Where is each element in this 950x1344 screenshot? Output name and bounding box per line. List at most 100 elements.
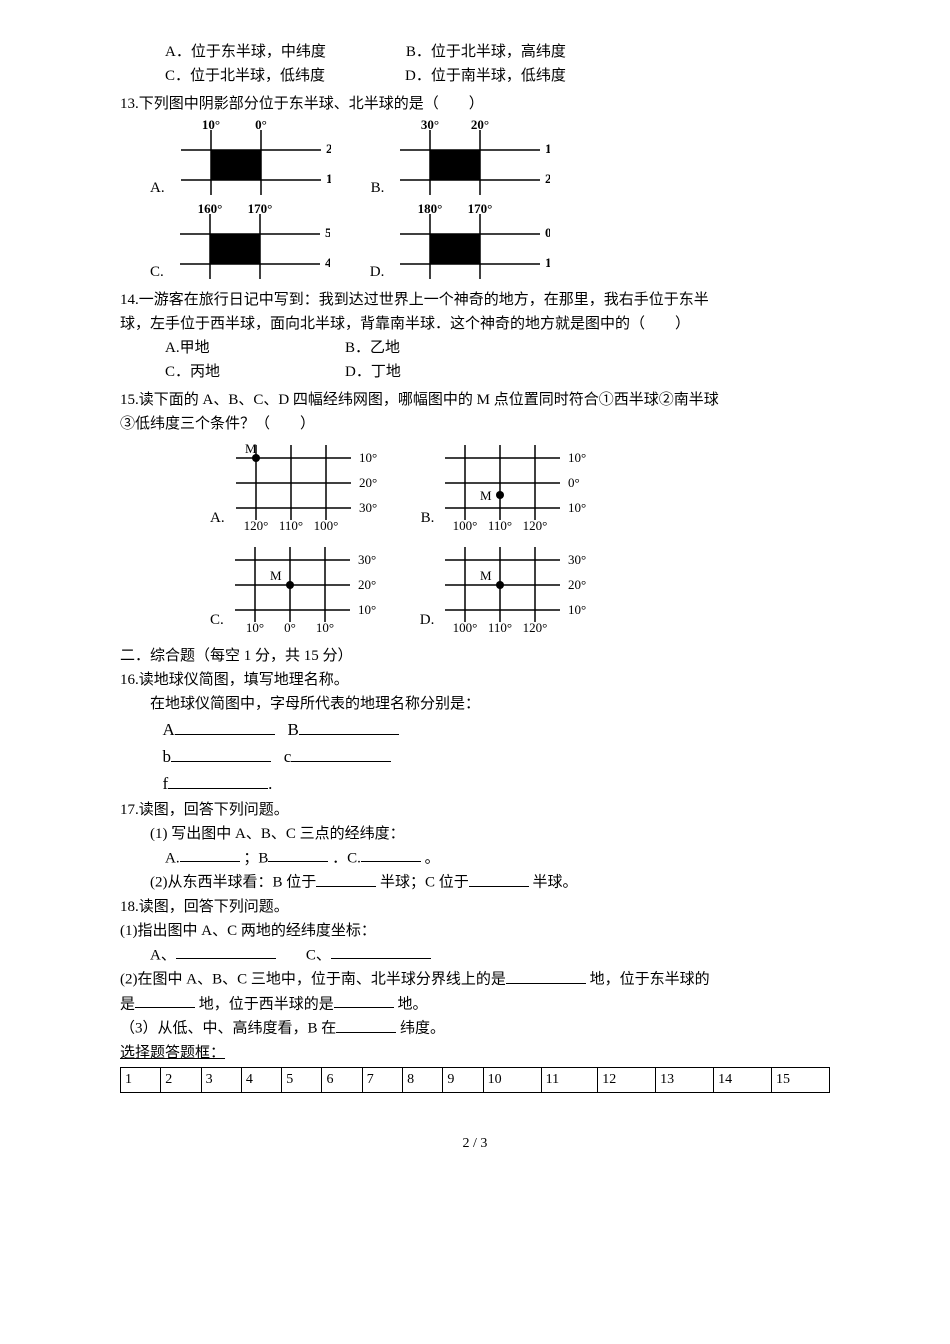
q15-line1: 15.读下面的 A、B、C、D 四幅经纬网图，哪幅图中的 M 点位置同时符合①西… — [120, 388, 830, 412]
svg-text:10°: 10° — [201, 120, 219, 132]
answer-col: 2 — [161, 1067, 201, 1092]
blank[interactable] — [336, 1016, 396, 1033]
answer-col: 12 — [598, 1067, 656, 1092]
svg-text:10°: 10° — [568, 602, 586, 617]
q12-options-row2: C．位于北半球，低纬度 D．位于南半球，低纬度 — [165, 64, 830, 88]
q15-row1: A. M 10° 20° 30° 120° 110° 100° B. — [210, 440, 830, 530]
answer-header-row: 1 2 3 4 5 6 7 8 9 10 11 12 13 14 15 — [121, 1067, 830, 1092]
blank[interactable] — [469, 870, 529, 887]
svg-text:M: M — [270, 568, 282, 583]
svg-text:180°: 180° — [418, 204, 443, 216]
svg-text:M: M — [245, 441, 257, 456]
blank[interactable] — [135, 992, 195, 1009]
answer-col: 5 — [282, 1067, 322, 1092]
svg-text:10°: 10° — [359, 450, 377, 465]
q17-p1-fill: A. ；B ．C. 。 — [165, 846, 830, 871]
q15-svg-a: M 10° 20° 30° 120° 110° 100° — [231, 440, 391, 530]
blank[interactable] — [331, 943, 431, 960]
svg-text:M: M — [480, 488, 492, 503]
blank[interactable] — [299, 716, 399, 735]
q15-row2: C. M 30° 20° 10° 10° 0° 10° D. — [210, 542, 830, 632]
q16-c: c — [284, 747, 292, 766]
q16-sub: 在地球仪简图中，字母所代表的地理名称分别是： — [150, 692, 830, 716]
answer-col: 3 — [201, 1067, 241, 1092]
q18-p1: (1)指出图中 A、C 两地的经纬度坐标： — [120, 919, 830, 943]
svg-text:10°: 10° — [545, 141, 550, 156]
svg-text:50°: 50° — [325, 225, 330, 240]
blank[interactable] — [316, 870, 376, 887]
q15-diagram-c: C. M 30° 20° 10° 10° 0° 10° — [210, 542, 390, 632]
q15-svg-d: M 30° 20° 10° 100° 110° 120° — [440, 542, 600, 632]
blank[interactable] — [175, 716, 275, 735]
q16-A: A — [163, 720, 175, 739]
q17-p1: (1) 写出图中 A、B、C 三点的经纬度： — [150, 822, 830, 846]
q17-p2: (2)从东西半球看：B 位于 半球；C 位于 半球。 — [150, 870, 830, 895]
answer-col: 1 — [121, 1067, 161, 1092]
blank[interactable] — [168, 771, 268, 790]
svg-text:10°: 10° — [568, 500, 586, 515]
blank[interactable] — [268, 846, 328, 863]
svg-text:10°: 10° — [545, 255, 550, 270]
q18-p2d: 地，位于西半球的是 — [199, 996, 334, 1012]
q13-diagram-b: B. 30° 20° 10° 20° — [371, 120, 551, 200]
q16-row2: b c — [163, 743, 831, 770]
blank[interactable] — [334, 992, 394, 1009]
svg-text:100°: 100° — [453, 518, 478, 530]
q18-a: A、 — [150, 947, 176, 963]
svg-text:10°: 10° — [316, 620, 334, 632]
svg-text:10°: 10° — [358, 602, 376, 617]
q16-row1: A B — [163, 716, 831, 743]
svg-text:120°: 120° — [523, 620, 548, 632]
q12-opt-a: A．位于东半球，中纬度 — [165, 40, 326, 64]
svg-text:20°: 20° — [568, 577, 586, 592]
svg-text:20°: 20° — [471, 120, 489, 132]
q17-b: ；B — [243, 850, 268, 866]
q13-svg-c: 160° 170° 50° 40° — [170, 204, 330, 284]
svg-text:0°: 0° — [545, 225, 550, 240]
q13-diagram-d: D. 180° 170° 0° 10° — [370, 204, 551, 284]
blank[interactable] — [506, 967, 586, 984]
q14-opt-c: C．丙地 — [165, 360, 285, 384]
blank[interactable] — [176, 943, 276, 960]
q15-label-c: C. — [210, 608, 224, 632]
q13-svg-d: 180° 170° 0° 10° — [390, 204, 550, 284]
q17-title: 17.读图，回答下列问题。 — [120, 798, 830, 822]
q16-b: b — [163, 747, 172, 766]
q17-p2a: (2)从东西半球看：B 位于 — [150, 875, 316, 891]
q13-row2: C. 160° 170° 50° 40° D. 180° 170° 0° 10° — [150, 204, 830, 284]
answer-col: 4 — [241, 1067, 281, 1092]
answer-col: 9 — [443, 1067, 483, 1092]
blank[interactable] — [171, 744, 271, 763]
answer-col: 7 — [362, 1067, 402, 1092]
blank[interactable] — [180, 846, 240, 863]
q15-svg-b: M 10° 0° 10° 100° 110° 120° — [440, 440, 600, 530]
blank[interactable] — [361, 846, 421, 863]
q14-opts-row2: C．丙地 D．丁地 — [165, 360, 830, 384]
q14-opt-a: A.甲地 — [165, 336, 285, 360]
q18-c: C、 — [306, 947, 331, 963]
q13-text: 13.下列图中阴影部分位于东半球、北半球的是（ ） — [120, 92, 830, 116]
svg-text:10°: 10° — [326, 171, 331, 186]
blank[interactable] — [291, 744, 391, 763]
q18-p3b: 纬度。 — [400, 1021, 445, 1037]
svg-text:170°: 170° — [468, 204, 493, 216]
svg-text:30°: 30° — [359, 500, 377, 515]
q13-svg-a: 10° 0° 20° 10° — [171, 120, 331, 200]
q13-row1: A. 10° 0° 20° 10° B. 30° 20° 10° 20° — [150, 120, 830, 200]
q18-p3: （3）从低、中、高纬度看，B 在 纬度。 — [120, 1016, 830, 1041]
q18-p2b: 地，位于东半球的 — [590, 972, 710, 988]
q13-svg-b: 30° 20° 10° 20° — [390, 120, 550, 200]
q18-p1-fill: A、 C、 — [150, 943, 830, 968]
q12-opt-b: B．位于北半球，高纬度 — [406, 40, 566, 64]
q18-p2e: 地。 — [398, 996, 428, 1012]
q18-p2c: 是 — [120, 996, 135, 1012]
q16-B: B — [288, 720, 299, 739]
q14-opt-d: D．丁地 — [345, 360, 401, 384]
svg-text:110°: 110° — [488, 620, 512, 632]
svg-text:120°: 120° — [523, 518, 548, 530]
q16-title: 16.读地球仪简图，填写地理名称。 — [120, 668, 830, 692]
q14-line2: 球，左手位于西半球，面向北半球，背靠南半球．这个神奇的地方就是图中的（ ） — [120, 312, 830, 336]
answer-col: 11 — [541, 1067, 598, 1092]
answer-col: 14 — [714, 1067, 772, 1092]
svg-text:10°: 10° — [246, 620, 264, 632]
